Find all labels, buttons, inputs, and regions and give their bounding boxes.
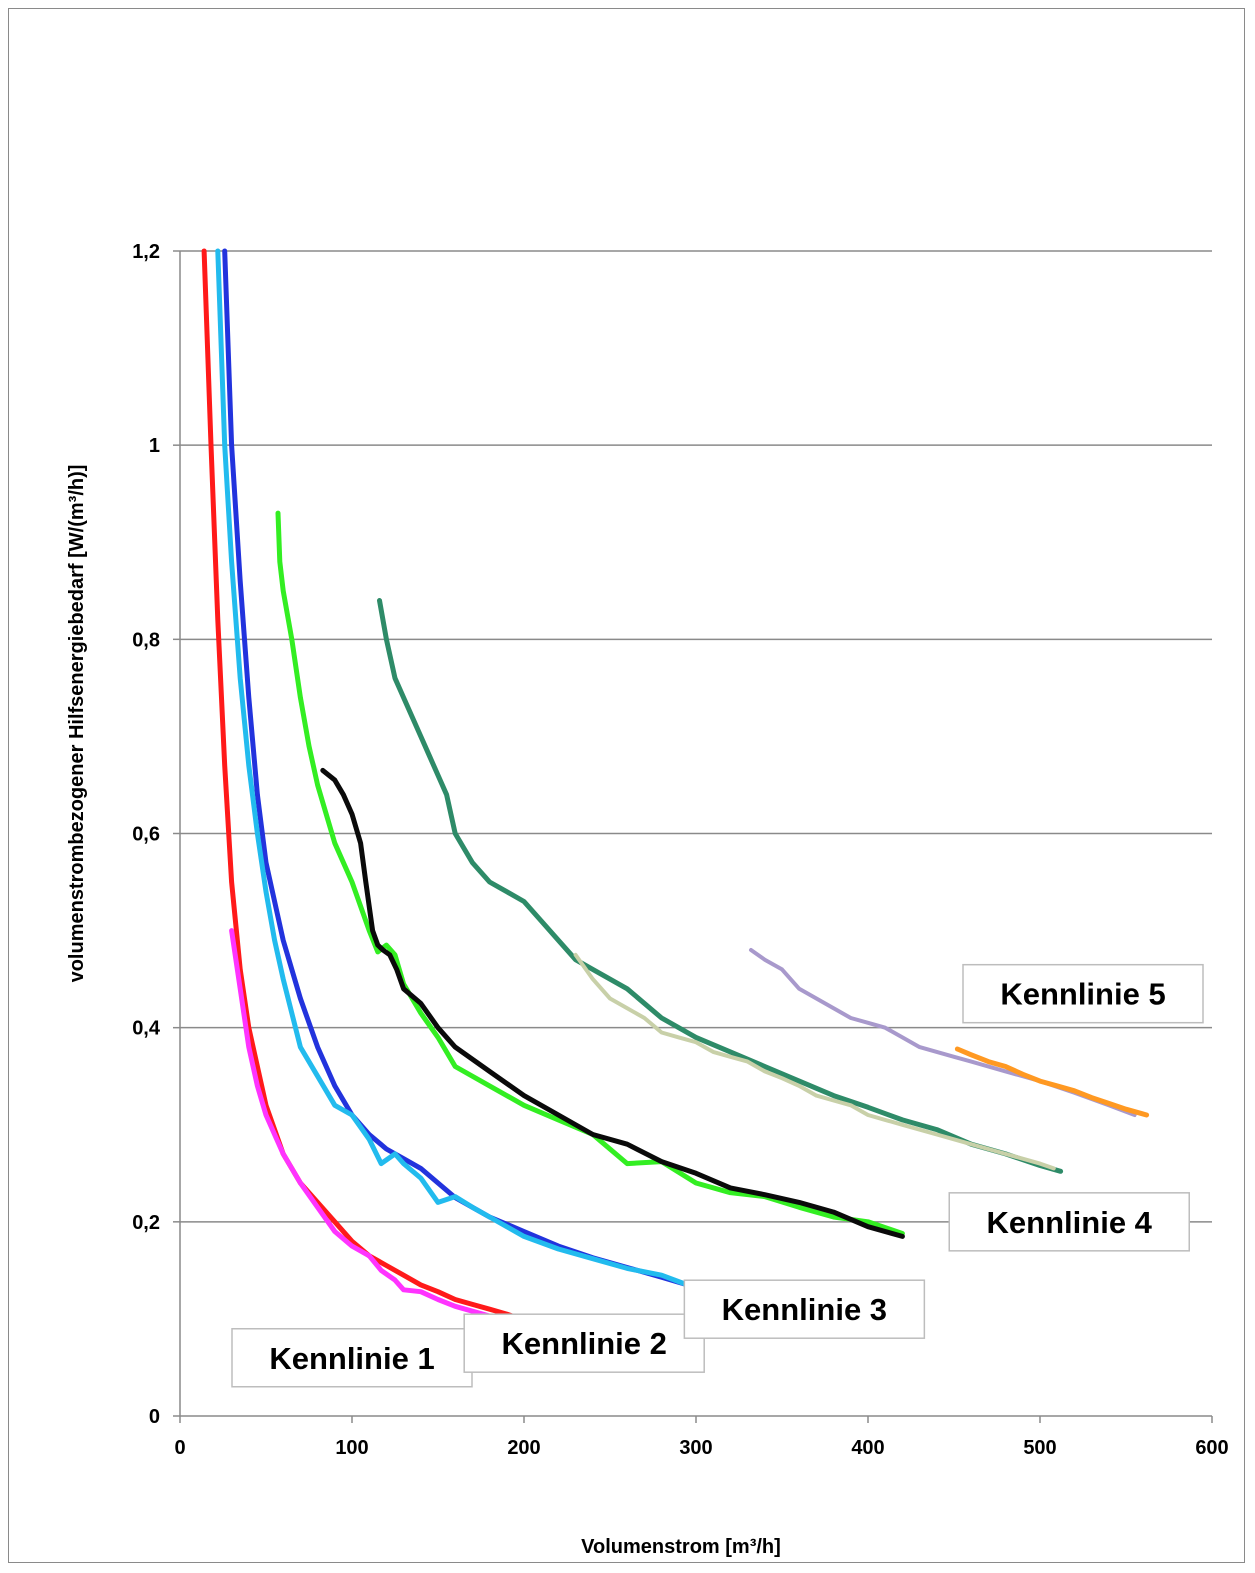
series-line-8 — [573, 952, 1056, 1171]
x-tick-label: 100 — [335, 1437, 368, 1459]
y-axis-title: volumenstrombezogener Hilfsenergiebedarf… — [66, 465, 88, 983]
gridlines — [180, 250, 1212, 1223]
curve-label-text: Kennlinie 1 — [269, 1341, 434, 1376]
y-tick-label: 1,2 — [132, 241, 160, 263]
curve-label-2: Kennlinie 2 — [463, 1313, 705, 1373]
x-tick-label: 500 — [1023, 1437, 1056, 1459]
curve-label-1: Kennlinie 1 — [231, 1328, 473, 1388]
curve-label-5: Kennlinie 5 — [962, 963, 1204, 1024]
x-tick-label: 0 — [174, 1437, 185, 1459]
curve-label-3: Kennlinie 3 — [683, 1279, 926, 1339]
y-tick-label: 0,8 — [132, 629, 160, 651]
x-tick-label: 400 — [851, 1437, 884, 1459]
x-tick-label: 200 — [507, 1437, 540, 1459]
y-tick-label: 0,2 — [132, 1212, 160, 1234]
curve-label-box — [948, 1192, 1190, 1252]
y-tick-label: 0 — [149, 1406, 160, 1428]
x-axis-title: Volumenstrom [m³/h] — [581, 1536, 781, 1558]
curve-label-box — [463, 1313, 705, 1373]
series-line-4 — [215, 248, 690, 1288]
y-tick-label: 0,6 — [132, 824, 160, 846]
curve-label-text: Kennlinie 2 — [502, 1326, 667, 1361]
series-line-3 — [222, 248, 694, 1289]
series-line-5 — [275, 510, 905, 1236]
curve-label-box — [683, 1279, 926, 1339]
x-tick-label: 600 — [1195, 1437, 1228, 1459]
series-line-10 — [954, 1046, 1150, 1118]
curve-label-box — [962, 963, 1204, 1024]
series-group — [201, 248, 1150, 1325]
curve-labels: Kennlinie 1 Kennlinie 2 Kennlinie 3 Kennlin… — [231, 963, 1204, 1388]
chart-frame — [8, 8, 1245, 1563]
x-tick-label: 300 — [679, 1437, 712, 1459]
curve-label-4: Kennlinie 4 — [948, 1192, 1190, 1252]
curve-label-text: Kennlinie 3 — [722, 1292, 887, 1327]
series-line-6 — [320, 767, 905, 1239]
series-line-7 — [377, 598, 1064, 1174]
y-tick-label: 0,4 — [132, 1018, 161, 1040]
curve-label-text: Kennlinie 5 — [1000, 977, 1165, 1012]
axes: 0 0,2 0,4 0,6 0,8 1 1,2 0 100 200 300 400 500 600 — [132, 241, 1229, 1459]
y-tick-label: 1 — [149, 435, 160, 457]
curve-label-box — [231, 1328, 473, 1388]
series-line-1 — [201, 248, 524, 1322]
series-line-2 — [229, 928, 520, 1325]
curve-label-text: Kennlinie 4 — [987, 1205, 1153, 1240]
